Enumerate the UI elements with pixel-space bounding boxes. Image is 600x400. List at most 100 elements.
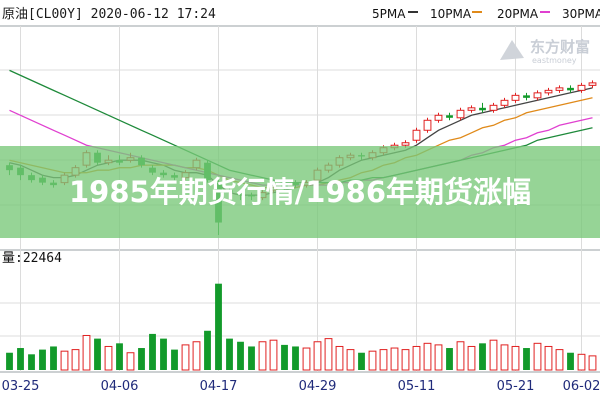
volume-bar-up xyxy=(379,349,388,371)
candle xyxy=(577,82,586,93)
candle xyxy=(423,117,432,133)
candle xyxy=(523,92,530,101)
volume-bar-up xyxy=(104,345,113,371)
volume-bar-down xyxy=(94,338,101,370)
candle-body-up xyxy=(555,87,564,91)
candle-body-up xyxy=(412,129,421,141)
banner-text: 1985年期货行情/1986年期货涨幅 xyxy=(68,175,532,209)
legend-30pma: 30PMA xyxy=(562,7,600,21)
ma-legend: 5PMA 10PMA 20PMA 30PMA xyxy=(372,7,600,21)
volume-bar-up xyxy=(467,345,476,371)
candle-body-up xyxy=(500,99,509,106)
candle-body-up xyxy=(423,119,432,131)
legend-20pma: 20PMA xyxy=(497,7,539,21)
candle-body-up xyxy=(544,89,553,94)
legend-10pma-swatch xyxy=(472,11,482,13)
volume-bar-up xyxy=(412,345,421,371)
volume-bar-up xyxy=(588,355,597,371)
x-tick-label: 05-21 xyxy=(497,379,535,394)
volume-bar-up xyxy=(324,338,333,371)
legend-5pma-swatch xyxy=(408,11,418,13)
volume-bar-down xyxy=(160,338,167,370)
volume-bar-up xyxy=(346,349,355,371)
volume-bar-down xyxy=(215,283,222,370)
candle-body-up xyxy=(588,82,597,86)
volume-bar-up xyxy=(126,352,135,371)
volume-bar-up xyxy=(192,341,201,371)
x-tick-label: 04-17 xyxy=(200,379,238,394)
volume-bar-up xyxy=(511,345,520,371)
candle-body-down xyxy=(446,115,453,118)
candle xyxy=(456,107,465,121)
volume-bar-down xyxy=(28,354,35,370)
volume-bar-up xyxy=(181,344,190,371)
volume-bar-up xyxy=(71,349,80,371)
volume-bar-up xyxy=(500,344,509,371)
volume-bar-up xyxy=(302,347,311,371)
volume-bar-down xyxy=(6,352,13,370)
candle-body-up xyxy=(533,92,542,99)
legend-20pma-swatch xyxy=(540,11,550,13)
volume-bar-down xyxy=(358,352,365,370)
volume-bar-down xyxy=(204,330,211,370)
legend-10pma: 10PMA xyxy=(430,7,472,21)
volume-bar-down xyxy=(171,349,178,370)
candle xyxy=(533,90,542,101)
volume-bar-up xyxy=(368,350,377,371)
candle-body-up xyxy=(577,84,586,91)
eastmoney-watermark: 东方财富 eastmoney xyxy=(500,38,590,65)
volume-bar-up xyxy=(555,349,564,371)
volume-bar-down xyxy=(237,341,244,370)
candle xyxy=(446,112,453,121)
candle xyxy=(500,97,509,108)
candle-body-up xyxy=(511,94,520,101)
volume-bar-up xyxy=(544,345,553,371)
eastmoney-logo-icon xyxy=(500,40,524,60)
volume-bar-down xyxy=(523,348,530,370)
candle-body-down xyxy=(479,107,486,111)
volume-bar-up xyxy=(60,350,69,371)
candle xyxy=(412,127,421,143)
candle xyxy=(544,87,553,96)
volume-bar-down xyxy=(149,333,156,370)
candle xyxy=(467,105,476,113)
watermark-brand: 东方财富 xyxy=(530,38,590,56)
x-axis-ticks: 03-25 04-06 04-17 04-29 05-11 05-21 06-02 xyxy=(2,379,600,394)
volume-bar-up xyxy=(82,334,91,371)
legend-5pma: 5PMA xyxy=(372,7,406,21)
volume-bar-down xyxy=(446,348,453,370)
volume-bars xyxy=(6,283,597,371)
candle xyxy=(511,92,520,103)
volume-bar-up xyxy=(313,341,322,371)
volume-bar-down xyxy=(226,338,233,370)
candle-body-up xyxy=(467,107,476,111)
chart-title: 原油[CL00Y] 2020-06-12 17:24 xyxy=(2,7,216,22)
x-tick-label: 03-25 xyxy=(2,379,40,394)
volume-bar-down xyxy=(116,343,123,370)
candle xyxy=(489,102,498,113)
volume-bar-down xyxy=(50,346,57,370)
volume-label: 量:22464 xyxy=(2,251,62,266)
candle-body-up xyxy=(434,114,443,121)
volume-bar-up xyxy=(258,341,267,371)
volume-bar-down xyxy=(479,343,486,370)
volume-bar-down xyxy=(292,346,299,370)
x-tick-label: 05-11 xyxy=(398,379,436,394)
candle xyxy=(588,80,597,88)
volume-bar-up xyxy=(533,342,542,371)
volume-bar-up xyxy=(434,344,443,371)
volume-bar-up xyxy=(489,339,498,371)
volume-bar-down xyxy=(138,348,145,370)
volume-bar-down xyxy=(248,346,255,370)
candle xyxy=(434,112,443,123)
volume-bar-down xyxy=(567,352,574,370)
volume-bar-up xyxy=(456,341,465,371)
x-tick-label: 04-06 xyxy=(101,379,139,394)
volume-bar-down xyxy=(17,348,24,370)
volume-bar-up xyxy=(390,347,399,371)
volume-bar-down xyxy=(281,344,288,370)
candle xyxy=(567,85,574,93)
candle-body-down xyxy=(567,87,574,91)
title-banner: 1985年期货行情/1986年期货涨幅 xyxy=(0,146,600,238)
